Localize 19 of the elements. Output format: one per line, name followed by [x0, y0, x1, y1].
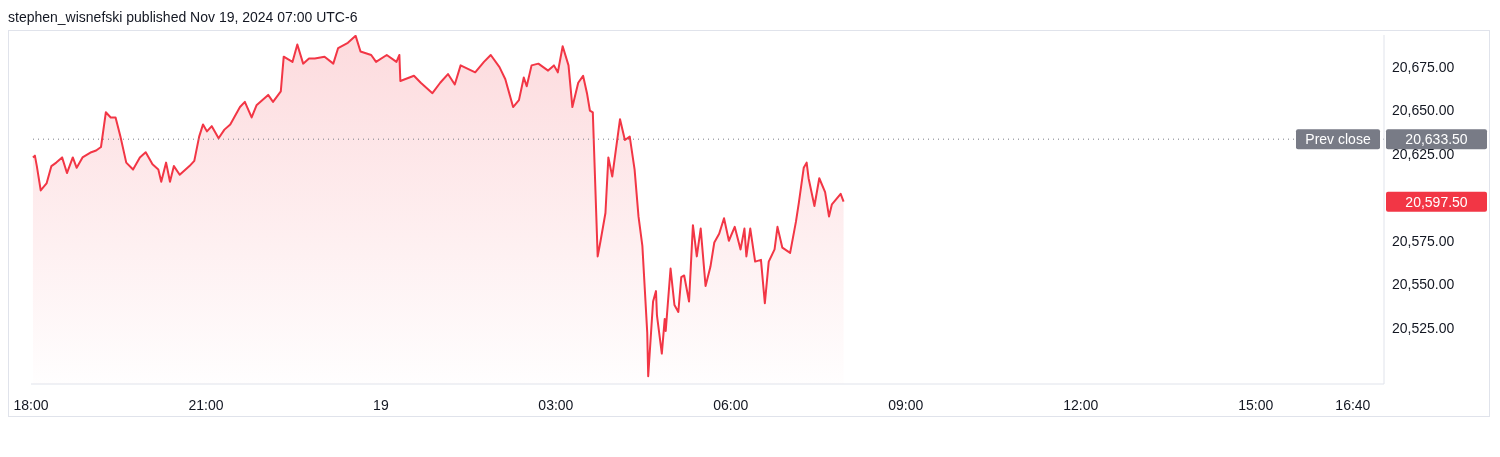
- chart-title: stephen_wisnefski published Nov 19, 2024 07:00 UTC-6: [8, 8, 359, 27]
- x-tick-label: 06:00: [713, 396, 749, 413]
- y-tick-label: 20,550.00: [1392, 276, 1455, 293]
- y-tick-label: 20,525.00: [1392, 319, 1455, 336]
- y-tick-label: 20,625.00: [1392, 145, 1455, 162]
- x-tick-label: 12:00: [1063, 396, 1099, 413]
- x-tick-label: 16:40: [1335, 396, 1371, 413]
- y-tick-label: 20,575.00: [1392, 232, 1455, 249]
- x-tick-label: 19: [373, 396, 389, 413]
- x-tick-label: 21:00: [188, 396, 224, 413]
- y-tick-label: 20,650.00: [1392, 102, 1455, 119]
- x-tick-label: 15:00: [1238, 396, 1274, 413]
- text: 20,633.50: [1405, 131, 1468, 148]
- x-tick-label: 09:00: [888, 396, 924, 413]
- x-tick-label: 03:00: [538, 396, 574, 413]
- ref-line-label: Prev close: [1305, 131, 1371, 148]
- text: 20,597.50: [1405, 193, 1468, 210]
- y-tick-label: 20,675.00: [1392, 59, 1455, 76]
- x-tick-label: 18:00: [13, 396, 49, 413]
